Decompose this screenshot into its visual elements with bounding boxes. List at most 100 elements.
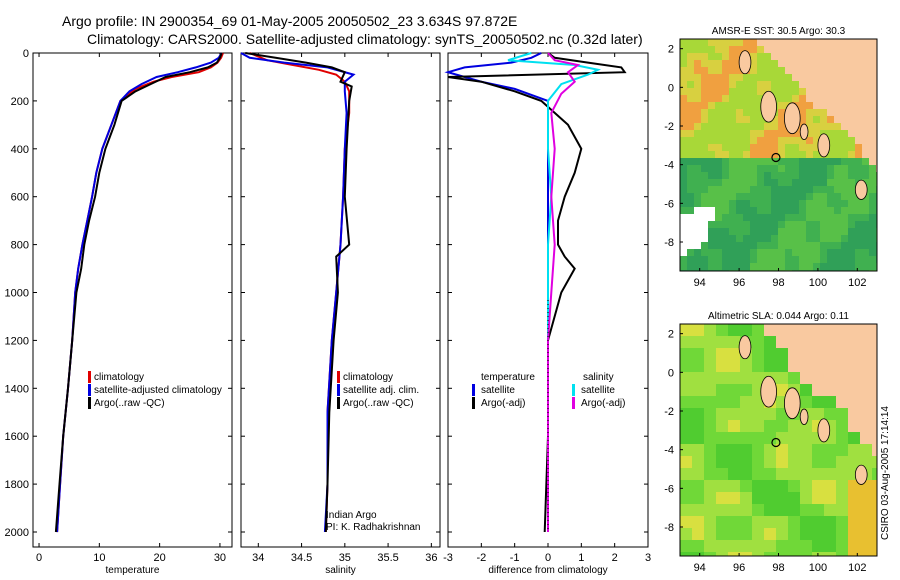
y-tick-label: -4 xyxy=(664,445,674,457)
map-cell xyxy=(806,74,813,81)
map-cell xyxy=(692,444,704,456)
legend-entry: satellite xyxy=(481,385,515,396)
map-cell xyxy=(834,74,841,81)
map-cell xyxy=(750,116,757,123)
map-cell xyxy=(716,480,728,492)
map-cell xyxy=(687,172,694,179)
y-tick-label: -8 xyxy=(664,237,674,249)
map-cell xyxy=(740,432,752,444)
map-cell xyxy=(806,102,813,109)
map-cell xyxy=(680,540,692,552)
y-tick-label: 400 xyxy=(11,144,29,156)
map-cell xyxy=(694,130,701,137)
map-cell xyxy=(736,235,743,242)
map-cell xyxy=(841,137,848,144)
map-cell xyxy=(834,158,841,165)
map-cell xyxy=(855,95,862,102)
map-cell xyxy=(757,144,764,151)
map-cell xyxy=(701,207,708,214)
map-cell xyxy=(860,408,872,420)
map-cell xyxy=(820,242,827,249)
map-cell xyxy=(722,263,729,270)
map-cell xyxy=(834,39,841,46)
map-cell xyxy=(836,516,848,528)
map-cell xyxy=(776,504,788,516)
map-cell xyxy=(820,214,827,221)
map-cell xyxy=(869,102,876,109)
map-cell xyxy=(750,221,757,228)
map-cell xyxy=(812,468,824,480)
map-cell xyxy=(729,53,736,60)
map-cell xyxy=(771,179,778,186)
map-cell xyxy=(736,74,743,81)
map-cell xyxy=(778,158,785,165)
map-cell xyxy=(728,396,740,408)
map-cell xyxy=(827,67,834,74)
map-cell xyxy=(869,60,876,67)
map-cell xyxy=(680,172,687,179)
map-cell xyxy=(806,242,813,249)
map-cell xyxy=(764,492,776,504)
map-cell xyxy=(752,408,764,420)
y-tick-label: 2000 xyxy=(5,527,29,539)
map-cell xyxy=(776,372,788,384)
map-cell xyxy=(694,228,701,235)
map-cell xyxy=(785,186,792,193)
map-cell xyxy=(716,492,728,504)
map-cell xyxy=(752,420,764,432)
annotation-line-1: Indian Argo xyxy=(326,510,377,521)
map-cell xyxy=(841,214,848,221)
map-cell xyxy=(836,456,848,468)
map-cell xyxy=(872,492,877,504)
map-cell xyxy=(680,193,687,200)
map-cell xyxy=(869,158,876,165)
map-cell xyxy=(841,102,848,109)
map-cell xyxy=(680,200,687,207)
map-cell xyxy=(715,256,722,263)
map-cell xyxy=(778,123,785,130)
map-cell xyxy=(736,207,743,214)
map-cell xyxy=(806,116,813,123)
map-cell xyxy=(716,540,728,552)
map-cell xyxy=(729,102,736,109)
map-cell xyxy=(827,74,834,81)
map-cell xyxy=(834,263,841,270)
map-cell xyxy=(834,67,841,74)
series-line xyxy=(444,52,549,532)
map-cell xyxy=(820,74,827,81)
map-cell xyxy=(848,360,860,372)
map-cell xyxy=(806,158,813,165)
map-cell xyxy=(848,151,855,158)
map-cell xyxy=(841,116,848,123)
map-cell xyxy=(764,46,771,53)
map-cell xyxy=(750,53,757,60)
map-cell xyxy=(687,46,694,53)
map-cell xyxy=(792,81,799,88)
map-cell xyxy=(788,360,800,372)
map-cell xyxy=(743,263,750,270)
map-cell xyxy=(799,67,806,74)
map-cell xyxy=(680,46,687,53)
map-cell xyxy=(834,193,841,200)
map-cell xyxy=(715,46,722,53)
map-cell xyxy=(792,249,799,256)
map-cell xyxy=(736,179,743,186)
map-cell xyxy=(694,46,701,53)
map-cell xyxy=(680,408,692,420)
map-cell xyxy=(820,116,827,123)
map-cell xyxy=(708,151,715,158)
map-cell xyxy=(716,468,728,480)
map-cell xyxy=(715,144,722,151)
map-cell xyxy=(715,179,722,186)
map-cell xyxy=(824,396,836,408)
map-cell xyxy=(827,256,834,263)
map-cell xyxy=(792,95,799,102)
map-cell xyxy=(736,137,743,144)
map-cell xyxy=(694,67,701,74)
map-cell xyxy=(728,504,740,516)
map-cell xyxy=(776,432,788,444)
map-cell xyxy=(812,492,824,504)
map-cell xyxy=(687,179,694,186)
map-cell xyxy=(736,263,743,270)
map-cell xyxy=(862,214,869,221)
